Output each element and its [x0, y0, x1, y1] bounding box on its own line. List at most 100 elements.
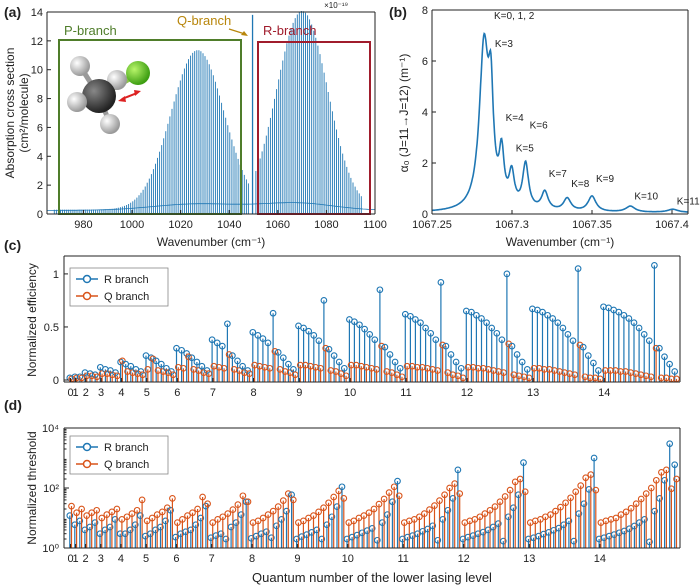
r-marker-10-5 [371, 336, 379, 344]
r-marker-12-11 [515, 491, 522, 499]
panel-d-legend: R branch Q branch [69, 435, 169, 475]
r-marker-12-12 [523, 366, 531, 373]
r-marker-9-8 [333, 503, 341, 510]
panel-c-x-tick-4: 4 [118, 387, 124, 399]
r-marker-9-6 [325, 345, 333, 353]
panel-d-x-tick-8: 8 [249, 553, 255, 565]
r-marker-10-9 [389, 498, 396, 506]
q-marker-11-9 [446, 484, 453, 492]
r-marker-2-1 [86, 523, 94, 531]
q-marker-11-5 [426, 506, 433, 513]
q-marker-12-2 [471, 516, 479, 523]
q-marker-8-1 [254, 517, 262, 525]
panel-b-y-tick-0: 0 [422, 209, 428, 221]
panel-c-x-tick-1: 1 [73, 387, 79, 399]
r-marker-7-3 [222, 535, 230, 543]
panel-b-label: (b) [389, 4, 407, 20]
r-marker-10-2 [356, 321, 363, 329]
r-marker-7-5 [232, 519, 240, 526]
panel-d-x-tick-2: 2 [83, 553, 89, 565]
r-marker-6-0 [172, 533, 179, 541]
r-marker-12-9 [505, 513, 512, 521]
q-marker-5-1 [149, 355, 157, 363]
q-marker-13-4 [547, 511, 554, 518]
panel-d-x-tick-10: 10 [342, 553, 354, 565]
r-marker-5-1 [147, 530, 154, 538]
q-marker-9-5 [322, 344, 330, 352]
panel-d-x-tick-11: 11 [397, 553, 408, 565]
panel-d-y-ticks: 10⁰ 10² 10⁴ [42, 423, 69, 555]
q-marker-3-1 [103, 511, 111, 518]
panel-c-y-tick-1: 0.5 [44, 322, 59, 334]
q-marker-13-10 [577, 482, 585, 489]
q-marker-6-2 [185, 353, 192, 361]
r-marker-11-4 [422, 324, 429, 332]
r-marker-13-13 [595, 367, 602, 374]
q-marker-3-2 [108, 508, 116, 516]
r-marker-13-11 [584, 352, 592, 359]
panel-a-y-label-2: (cm²/molecule) [17, 73, 31, 152]
r-marker-14-13 [666, 360, 673, 368]
q-marker-8-4 [271, 348, 279, 355]
panel-c-legend-r: R branch [104, 274, 149, 286]
r-marker-14-7 [631, 522, 638, 530]
r-branch-label: R-branch [263, 23, 316, 38]
q-marker-11-7 [439, 341, 446, 349]
p-branch-label: P-branch [64, 23, 117, 38]
panel-c-x-tick-9: 9 [296, 387, 302, 399]
q-marker-8-3 [264, 511, 272, 518]
q-marker-4-3 [133, 506, 141, 514]
q-marker-10-4 [365, 509, 373, 517]
panel-a-x-tick-1040: 1040 [217, 219, 241, 231]
q-marker-11-3 [416, 513, 423, 521]
r-marker-9-8 [335, 358, 343, 366]
panel-b-x-tick-0: 1067.25 [412, 219, 452, 231]
q-marker-10-8 [385, 489, 393, 496]
q-marker-1-1 [78, 505, 85, 513]
q-marker-12-6 [491, 503, 499, 510]
r-marker-12-6 [489, 523, 497, 531]
panel-b: (b) K=0, 1, 2K=3K=4K=5K=6K=7K=8 K=9K=10 K=… [389, 4, 700, 249]
panel-d-x-tick-14: 14 [594, 553, 606, 565]
r-marker-10-6 [376, 286, 384, 294]
panel-b-peak-1: K=3 [495, 39, 514, 50]
r-marker-3-3 [112, 369, 119, 376]
r-marker-14-14 [666, 440, 674, 448]
r-marker-14-11 [656, 344, 663, 352]
q-marker-2-2 [93, 506, 101, 514]
r-marker-14-15 [671, 461, 679, 469]
panel-c-x-ticks: 01 2 3 4 5 6 7 8 9 10 11 12 13 14 [67, 378, 610, 399]
r-marker-2-0 [81, 526, 89, 534]
r-marker-3-1 [101, 526, 109, 534]
r-marker-11-1 [407, 312, 414, 320]
panel-b-y-tick-8: 8 [422, 5, 428, 17]
r-marker-6-3 [188, 354, 196, 362]
r-marker-4-4 [137, 368, 145, 375]
r-marker-10-7 [381, 343, 389, 351]
r-marker-5-3 [157, 360, 165, 368]
q-marker-11-7 [436, 497, 443, 504]
r-marker-14-10 [646, 538, 653, 546]
r-marker-8-5 [273, 522, 280, 530]
panel-b-x-ticks: 1067.25 1067.3 1067.35 1067.4 [412, 210, 689, 231]
q-marker-3-3 [113, 505, 121, 513]
panel-a-baseline [47, 202, 376, 211]
panel-b-peak-2: K=4 [506, 113, 525, 124]
panel-a-y-tick-8: 8 [37, 94, 43, 106]
q-marker-6-4 [194, 505, 201, 513]
r-marker-12-9 [508, 342, 516, 350]
r-marker-9-4 [315, 337, 323, 345]
q-marker-10-7 [380, 495, 388, 503]
panel-d-x-tick-5: 5 [143, 553, 149, 565]
r-marker-9-5 [320, 297, 328, 304]
q-marker-14-10 [647, 484, 655, 492]
q-marker-11-11 [456, 490, 464, 497]
panel-d-legend-r: R branch [104, 442, 149, 454]
q-marker-11-4 [421, 510, 428, 517]
r-marker-14-12 [656, 495, 663, 502]
panel-a-y-label-1: Absorption cross section [3, 48, 17, 179]
r-marker-8-4 [269, 309, 277, 317]
r-marker-13-10 [579, 343, 587, 351]
q-marker-10-6 [375, 500, 383, 508]
r-marker-10-6 [373, 536, 381, 544]
